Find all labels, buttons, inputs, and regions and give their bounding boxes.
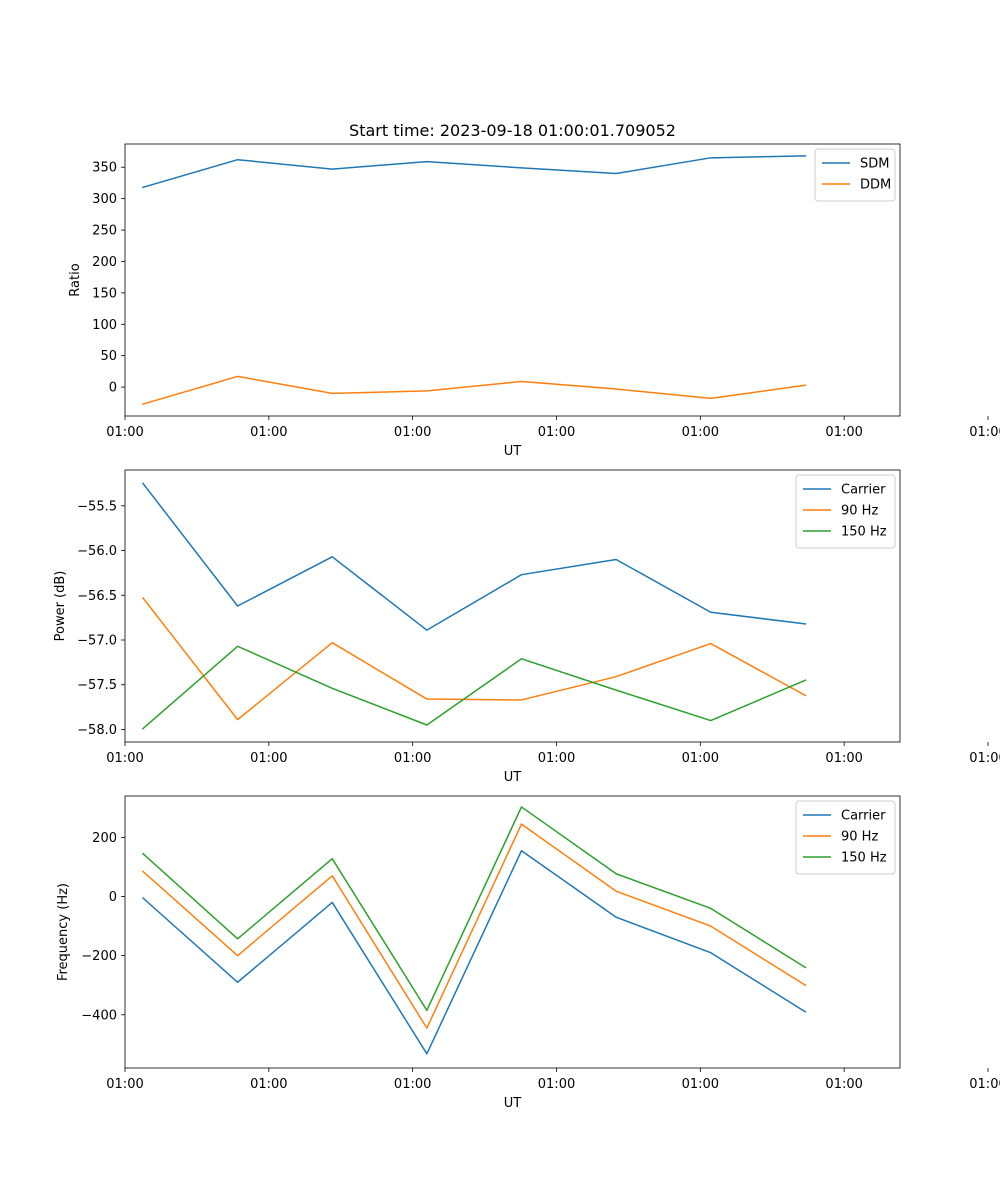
- panel-1: 01:00 01:00 01:00 01:00 01:00 01:00 01:00 0 50 10…: [68, 143, 1000, 459]
- series-line-150-hz: [141, 645, 807, 730]
- x-tick-label: 01:00: [538, 1077, 575, 1092]
- y-axis-label: Frequency (Hz): [56, 883, 71, 981]
- y-axis-label: Power (dB): [53, 571, 68, 642]
- x-tick-label: 01:00: [106, 425, 143, 440]
- y-tick-label: −56.0: [77, 544, 117, 559]
- legend-label: 150 Hz: [841, 525, 887, 540]
- y-tick-label: 0: [109, 890, 117, 905]
- x-tick-label: 01:00: [682, 425, 719, 440]
- y-tick-label: 300: [92, 192, 117, 207]
- legend: Carrier 90 Hz 150 Hz: [795, 800, 896, 875]
- x-tick-label: 01:00: [682, 1077, 719, 1092]
- x-tick-label: 01:00: [538, 425, 575, 440]
- x-tick-label: 01:00: [394, 751, 431, 766]
- y-tick-label: 200: [92, 255, 117, 270]
- x-axis-label: UT: [504, 1096, 522, 1111]
- x-tick-label: 01:00: [825, 1077, 862, 1092]
- y-tick-label: 0: [109, 381, 117, 396]
- x-tick-label: 01:00: [825, 425, 862, 440]
- legend-label: 150 Hz: [841, 851, 887, 866]
- legend-frame: [795, 800, 896, 875]
- x-axis-label: UT: [504, 770, 522, 785]
- x-tick-label: 01:00: [538, 751, 575, 766]
- x-tick-label: 01:00: [969, 425, 1000, 440]
- x-tick-label: 01:00: [825, 751, 862, 766]
- legend-label: SDM: [860, 157, 889, 172]
- legend-frame: [814, 148, 896, 202]
- legend-label: 90 Hz: [841, 830, 878, 845]
- x-axis-label: UT: [504, 444, 522, 459]
- y-tick-label: 350: [92, 161, 117, 176]
- y-tick-label: 200: [92, 831, 117, 846]
- y-tick-label: −57.0: [77, 634, 117, 649]
- legend-frame: [795, 474, 896, 549]
- legend-label: Carrier: [841, 809, 886, 824]
- series-line-sdm: [142, 155, 807, 189]
- y-tick-label: 250: [92, 224, 117, 239]
- y-tick-label: −56.5: [77, 589, 117, 604]
- series-line-150-hz: [141, 806, 807, 1012]
- x-tick-label: 01:00: [394, 425, 431, 440]
- y-tick-label: −200: [81, 949, 117, 964]
- series-line-ddm: [142, 375, 807, 405]
- legend-label: 90 Hz: [841, 504, 878, 519]
- series-line-90-hz: [141, 823, 807, 1029]
- legend-label: DDM: [860, 178, 891, 193]
- x-tick-label: 01:00: [250, 751, 287, 766]
- y-tick-label: −55.5: [77, 499, 117, 514]
- y-tick-label: −57.5: [77, 678, 117, 693]
- axes-frame: [124, 143, 901, 417]
- x-tick-label: 01:00: [969, 751, 1000, 766]
- y-tick-label: 50: [100, 349, 117, 364]
- y-tick-label: −58.0: [77, 723, 117, 738]
- legend: Carrier 90 Hz 150 Hz: [795, 474, 896, 549]
- y-tick-label: −400: [81, 1008, 117, 1023]
- x-tick-label: 01:00: [250, 1077, 287, 1092]
- panel-2: 01:00 01:00 01:00 01:00 01:00 01:00 01:00 −55.5…: [53, 469, 1000, 785]
- legend-label: Carrier: [841, 483, 886, 498]
- series-line-90-hz: [141, 596, 807, 721]
- x-tick-label: 01:00: [394, 1077, 431, 1092]
- y-axis-label: Ratio: [68, 263, 83, 296]
- series-line-carrier: [141, 849, 807, 1055]
- x-tick-label: 01:00: [106, 751, 143, 766]
- legend: SDM DDM: [814, 148, 896, 202]
- x-tick-label: 01:00: [106, 1077, 143, 1092]
- figure-title: Start time: 2023-09-18 01:00:01.709052: [349, 121, 676, 140]
- panel-3: 01:00 01:00 01:00 01:00 01:00 01:00 01:00 200 0 −…: [56, 795, 1000, 1111]
- x-tick-label: 01:00: [969, 1077, 1000, 1092]
- axes-frame: [124, 469, 901, 743]
- axes-frame: [124, 795, 901, 1069]
- series-line-carrier: [141, 482, 807, 631]
- y-tick-label: 100: [92, 318, 117, 333]
- x-tick-label: 01:00: [682, 751, 719, 766]
- x-tick-label: 01:00: [250, 425, 287, 440]
- y-tick-label: 150: [92, 286, 117, 301]
